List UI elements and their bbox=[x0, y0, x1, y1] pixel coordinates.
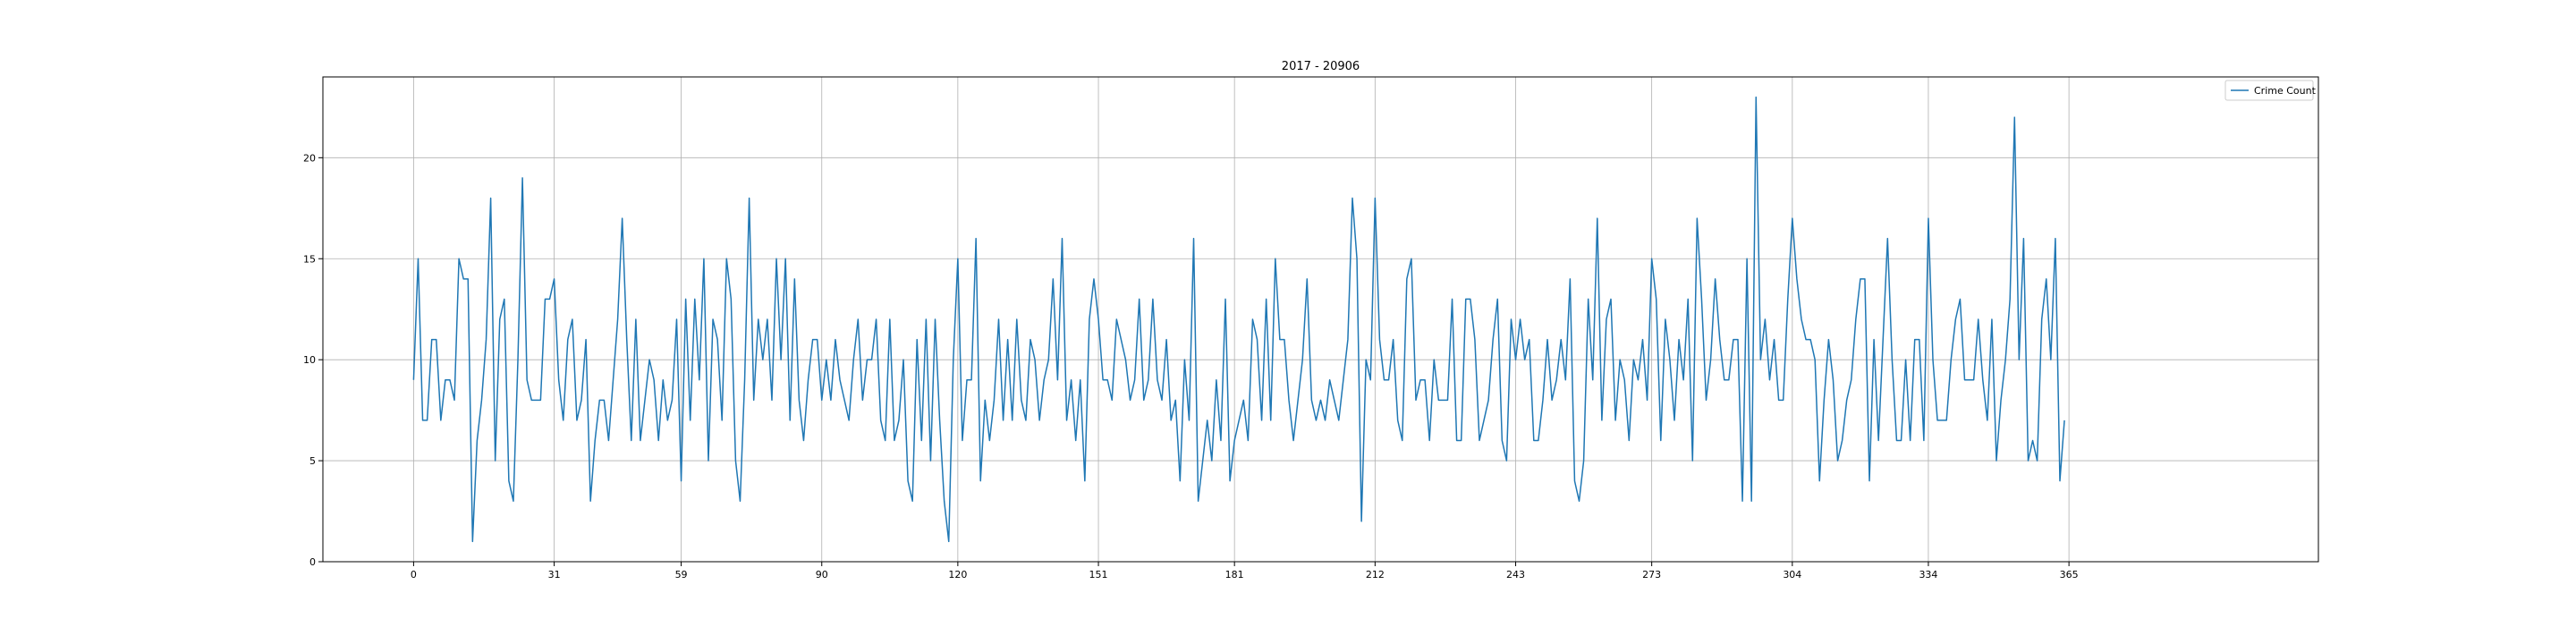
x-tick-label: 243 bbox=[1506, 569, 1525, 580]
y-tick-label: 10 bbox=[303, 354, 316, 366]
x-tick-label: 59 bbox=[675, 569, 688, 580]
x-tick-label: 90 bbox=[816, 569, 828, 580]
legend: Crime Count bbox=[2224, 80, 2317, 101]
legend-box bbox=[2224, 80, 2314, 101]
axis-ticks: 0 31 59 90 120 151 181 212 243 273 304 334 365 0 5 10 15… bbox=[303, 152, 2079, 580]
plot-area-frame bbox=[322, 76, 2319, 563]
x-tick-label: 273 bbox=[1642, 569, 1661, 580]
x-tick-label: 31 bbox=[548, 569, 561, 580]
x-tick-label: 334 bbox=[1919, 569, 1937, 580]
grid bbox=[323, 77, 2318, 563]
y-tick-label: 5 bbox=[309, 455, 316, 467]
y-tick-label: 15 bbox=[303, 253, 316, 265]
series-layer bbox=[412, 96, 2065, 543]
x-tick-label: 151 bbox=[1089, 569, 1108, 580]
x-tick-label: 365 bbox=[2060, 569, 2079, 580]
y-tick-label: 0 bbox=[309, 556, 316, 568]
chart-title: 2017 - 20906 bbox=[1282, 60, 1360, 73]
x-tick-label: 120 bbox=[948, 569, 967, 580]
series-line-crime-count bbox=[412, 96, 2065, 543]
x-tick-label: 181 bbox=[1225, 569, 1244, 580]
x-tick-label: 0 bbox=[411, 569, 417, 580]
legend-label-crime-count: Crime Count bbox=[2254, 85, 2317, 97]
y-tick-label: 20 bbox=[303, 152, 316, 164]
x-tick-label: 304 bbox=[1783, 569, 1801, 580]
x-tick-label: 212 bbox=[1366, 569, 1385, 580]
